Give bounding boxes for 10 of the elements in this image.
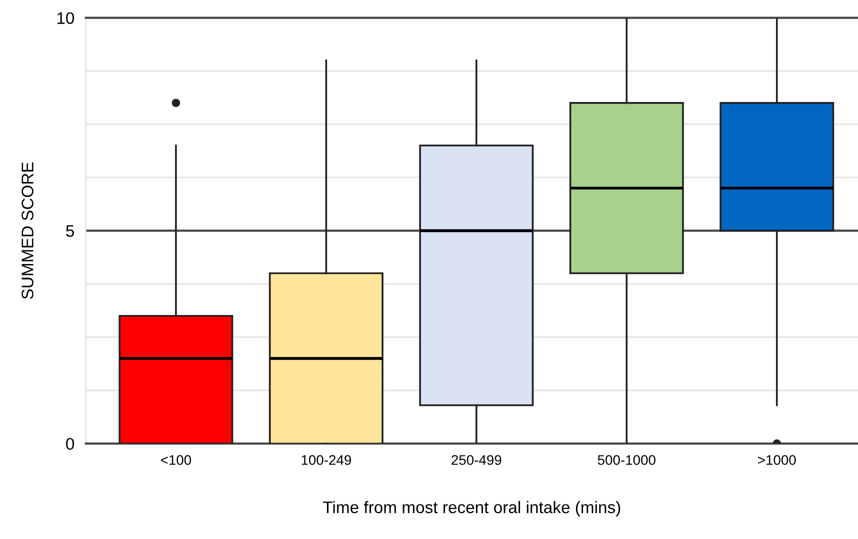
x-axis-title: Time from most recent oral intake (mins) <box>323 500 620 517</box>
x-tick-label: <100 <box>160 455 192 465</box>
y-tick-label: 10 <box>57 12 74 24</box>
x-tick-label: 500-1000 <box>598 455 656 465</box>
x-tick-label: 250-499 <box>452 455 502 465</box>
x-tick-label: >1000 <box>758 455 796 465</box>
y-tick-label: 0 <box>66 438 74 450</box>
x-tick-label: 100-249 <box>302 455 352 465</box>
y-axis-title: SUMMED SCORE <box>22 162 34 299</box>
y-tick-label: 5 <box>66 225 74 237</box>
